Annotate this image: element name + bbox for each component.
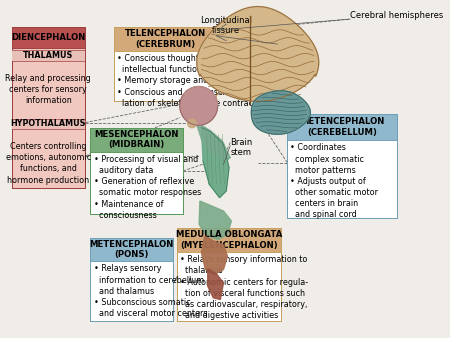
Bar bbox=[12, 27, 85, 188]
Text: METENCEPHALON
(CEREBELLUM): METENCEPHALON (CEREBELLUM) bbox=[300, 117, 385, 137]
Bar bbox=[90, 238, 173, 321]
Polygon shape bbox=[208, 269, 224, 299]
Polygon shape bbox=[202, 127, 229, 198]
Text: centers for sensory: centers for sensory bbox=[9, 85, 87, 94]
Polygon shape bbox=[202, 236, 227, 274]
Text: • Processing of visual and
  auditory data
• Generation of reflexive
  somatic m: • Processing of visual and auditory data… bbox=[94, 155, 201, 220]
Text: MEDULLA OBLONGATA
(MYELENCEPHALON): MEDULLA OBLONGATA (MYELENCEPHALON) bbox=[176, 230, 283, 249]
Text: HYPOTHALAMUS: HYPOTHALAMUS bbox=[10, 119, 86, 128]
Text: TELENCEPHALON
(CEREBRUM): TELENCEPHALON (CEREBRUM) bbox=[125, 29, 206, 49]
Bar bbox=[12, 27, 85, 48]
Text: • Relays sensory
  information to cerebellum
  and thalamus
• Subconscious somat: • Relays sensory information to cerebell… bbox=[94, 264, 207, 318]
Bar bbox=[114, 27, 216, 51]
Text: Relay and processing: Relay and processing bbox=[5, 74, 91, 83]
Bar bbox=[90, 127, 183, 214]
Bar bbox=[177, 228, 281, 321]
Text: THALAMUS: THALAMUS bbox=[23, 51, 73, 60]
Bar bbox=[287, 114, 397, 218]
Text: MESENCEPHALON
(MIDBRAIN): MESENCEPHALON (MIDBRAIN) bbox=[94, 130, 179, 149]
Bar bbox=[12, 119, 85, 129]
Text: emotions, autonomic: emotions, autonomic bbox=[5, 153, 91, 162]
Ellipse shape bbox=[188, 119, 196, 128]
Text: METENCEPHALON
(PONS): METENCEPHALON (PONS) bbox=[90, 240, 174, 259]
Bar bbox=[90, 238, 173, 261]
Text: Longitudinal
fissure: Longitudinal fissure bbox=[200, 16, 252, 35]
Polygon shape bbox=[196, 123, 230, 161]
Text: functions, and: functions, and bbox=[20, 165, 76, 173]
Polygon shape bbox=[199, 201, 231, 239]
Text: • Coordinates
  complex somatic
  motor patterns
• Adjusts output of
  other som: • Coordinates complex somatic motor patt… bbox=[290, 143, 378, 219]
Polygon shape bbox=[252, 91, 310, 134]
Text: information: information bbox=[25, 96, 72, 105]
Polygon shape bbox=[197, 6, 319, 101]
Polygon shape bbox=[180, 87, 218, 125]
Text: • Relays sensory information to
  thalamus
• Autonomic centers for regula-
  tio: • Relays sensory information to thalamus… bbox=[180, 255, 308, 320]
Text: Brain
stem: Brain stem bbox=[230, 138, 252, 157]
Bar bbox=[287, 114, 397, 140]
Text: Centers controlling: Centers controlling bbox=[10, 142, 86, 151]
Text: Cerebral hemispheres: Cerebral hemispheres bbox=[350, 11, 444, 20]
Bar bbox=[12, 50, 85, 61]
Bar bbox=[177, 228, 281, 252]
Text: DIENCEPHALON: DIENCEPHALON bbox=[11, 33, 86, 42]
Bar bbox=[114, 27, 216, 101]
Text: hormone production: hormone production bbox=[7, 176, 89, 185]
Text: • Conscious thought processes,
  intellectual functions
• Memory storage and  pr: • Conscious thought processes, intellect… bbox=[117, 54, 273, 107]
Bar bbox=[90, 127, 183, 152]
